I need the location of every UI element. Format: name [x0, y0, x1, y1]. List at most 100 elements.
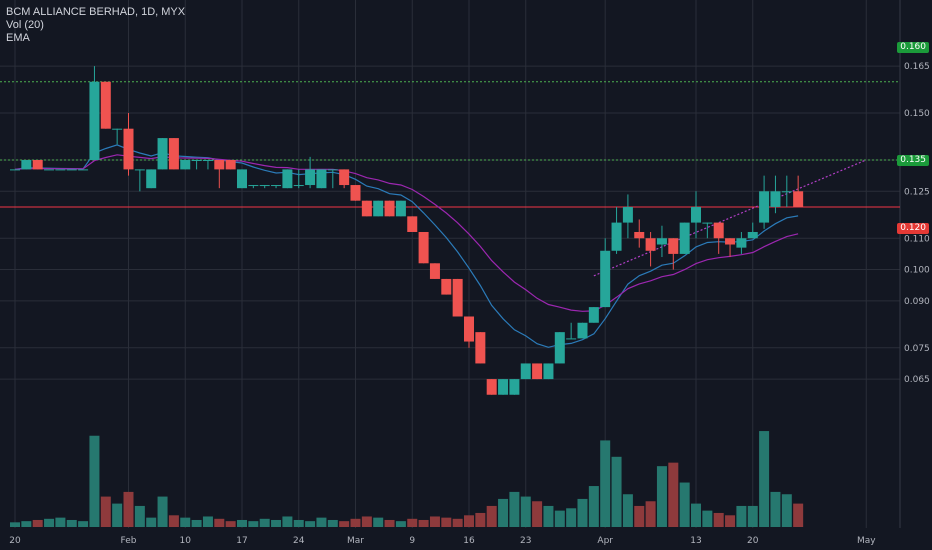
candle-body [384, 200, 395, 217]
candle-body [429, 263, 440, 279]
candle-body [55, 169, 66, 171]
volume-bar [123, 491, 134, 527]
x-tick-label: 24 [293, 536, 305, 546]
candle-body [452, 278, 463, 317]
candle-body [668, 238, 679, 254]
candle-body [645, 238, 656, 251]
volume-bar [293, 519, 304, 527]
y-tick-label: 0.165 [904, 62, 930, 72]
volume-bar [418, 519, 429, 527]
candle-body [759, 191, 770, 223]
volume-bar [509, 491, 520, 527]
candle-body [634, 231, 645, 239]
x-tick-label: 23 [520, 536, 531, 546]
volume-bar [100, 496, 111, 527]
candle-body [486, 379, 497, 395]
candle-body [78, 169, 89, 171]
candle-body [475, 332, 486, 364]
candle-body [611, 222, 622, 251]
volume-bar [112, 503, 123, 527]
volume-bar [554, 510, 565, 527]
volume-bar [271, 519, 282, 527]
volume-bar [429, 516, 440, 527]
volume-bar [736, 505, 747, 527]
candle-body [361, 200, 372, 217]
volume-bar [361, 516, 372, 527]
volume-bar [759, 431, 770, 527]
volume-indicator-label: Vol (20) [6, 19, 44, 31]
candle-body [271, 185, 282, 187]
candle-body [123, 128, 134, 170]
x-tick-label: Apr [597, 536, 613, 546]
candle-body [713, 222, 724, 239]
volume-bar [668, 462, 679, 527]
symbol-title: BCM ALLIANCE BERHAD, 1D, MYX [6, 6, 186, 18]
y-tick-label: 0.065 [904, 375, 930, 385]
candle-body [282, 169, 293, 189]
x-tick-label: 13 [690, 536, 701, 546]
volume-bar [486, 505, 497, 527]
candle-body [327, 169, 338, 171]
volume-bar [225, 521, 236, 527]
candle-body [441, 278, 452, 295]
ema-indicator-label: EMA [6, 32, 30, 44]
volume-bar [66, 519, 77, 527]
volume-bar [202, 516, 213, 527]
y-tick-label: 0.090 [904, 297, 930, 307]
volume-bar [725, 515, 736, 527]
volume-bar [679, 482, 690, 527]
x-tick-label: 17 [236, 536, 247, 546]
candle-body [373, 200, 384, 217]
volume-bar [180, 517, 191, 527]
candle-body [747, 231, 758, 239]
volume-bar [373, 517, 384, 527]
volume-bar [781, 494, 792, 527]
volume-bar [55, 517, 66, 527]
x-tick-label: 9 [409, 536, 415, 546]
trendline [593, 159, 867, 277]
candle-body [157, 138, 168, 170]
candle-body [588, 307, 599, 323]
candle-body [259, 185, 270, 187]
volume-bar [89, 435, 100, 527]
volume-bar [770, 491, 781, 527]
candle-body [10, 169, 20, 171]
volume-bar [498, 498, 509, 527]
volume-bar [134, 505, 145, 527]
candle-body [112, 128, 123, 130]
candle-body [543, 363, 554, 380]
volume-bar [464, 515, 474, 527]
candle-body [691, 206, 701, 223]
volume-bar [645, 501, 656, 527]
candle-body [21, 160, 32, 170]
candle-body [191, 160, 202, 161]
volume-bar [611, 456, 622, 527]
candle-body [32, 160, 43, 170]
candle-body [770, 191, 781, 207]
volume-bar [407, 518, 418, 527]
candle-body [656, 238, 667, 245]
volume-bar [259, 518, 270, 527]
volume-bar [305, 521, 316, 527]
candle-body [248, 185, 259, 187]
candle-body [532, 363, 543, 380]
candle-body [146, 169, 157, 189]
volume-bar [577, 498, 588, 527]
volume-bar [600, 440, 611, 527]
volume-bar [168, 515, 179, 527]
volume-bar [747, 505, 758, 527]
volume-bar [44, 518, 55, 527]
volume-bar [327, 519, 338, 527]
candle-body [395, 200, 406, 217]
volume-bar [702, 510, 713, 527]
volume-bar [339, 521, 350, 527]
candle-body [214, 160, 225, 170]
candle-body [793, 191, 804, 207]
volume-bar [32, 519, 43, 527]
candle-body [702, 222, 713, 224]
candle-body [316, 169, 327, 189]
volume-bar [384, 519, 395, 527]
volume-bar [634, 505, 645, 527]
